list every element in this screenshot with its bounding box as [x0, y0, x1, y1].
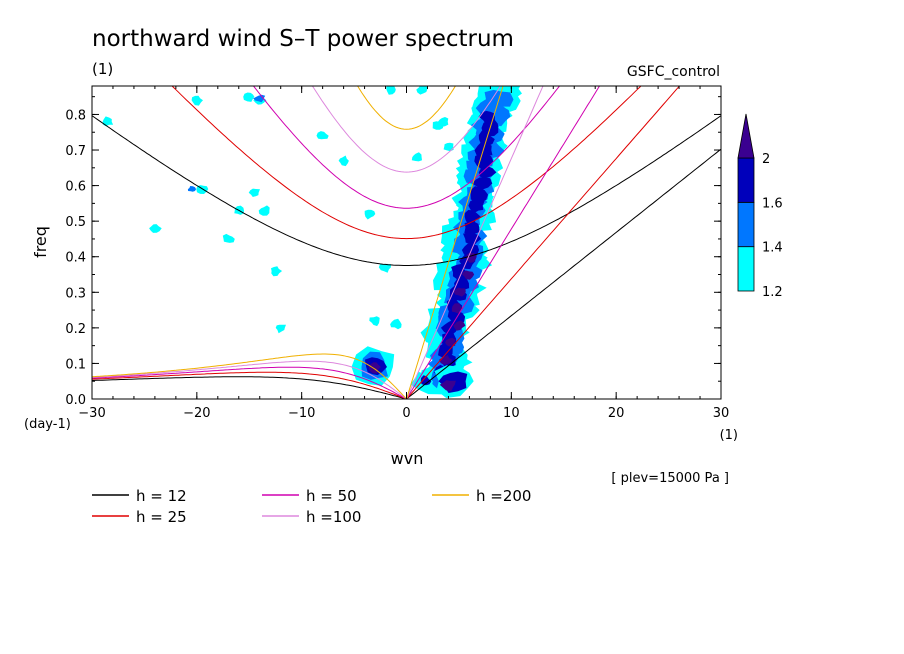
- rossby-curve-h200: [92, 353, 407, 399]
- kelvin-curve-h200: [406, 86, 504, 399]
- power-patch-level4: [453, 320, 466, 331]
- power-patch-level3: [471, 177, 493, 191]
- y-unit-label: (day-1): [24, 417, 71, 432]
- power-speckle: [416, 86, 428, 95]
- colorbar-tick-label: 1.6: [762, 196, 783, 211]
- power-speckle: [386, 86, 396, 95]
- power-speckle: [443, 142, 454, 152]
- power-speckle: [411, 152, 422, 162]
- gravity-curve-h50: [252, 86, 561, 209]
- colorbar-tick-label: 1.4: [762, 241, 783, 256]
- power-patch-level3: [478, 110, 495, 125]
- power-patch-level3: [420, 375, 432, 386]
- legend-label: h = 25: [136, 508, 187, 526]
- power-speckle: [390, 318, 402, 330]
- rossby-curve-h25: [92, 371, 407, 399]
- case-label: GSFC_control: [627, 64, 720, 80]
- power-patch-level3: [464, 210, 481, 226]
- power-patch-level4: [445, 337, 456, 347]
- axes: −30 −20 −10 0 10 20 30 0.0 0.1 0.2 0.3 0.4 0.5 0.6 0.7…: [65, 86, 729, 421]
- colorbar-segment: [737, 201, 755, 248]
- colorbar-segment: [737, 246, 755, 292]
- y-tick-label: 0.2: [65, 322, 86, 337]
- power-speckle: [364, 209, 376, 220]
- power-patch-level4: [439, 355, 453, 365]
- gravity-curve-h200: [357, 86, 456, 130]
- power-patch-level4: [451, 303, 464, 314]
- plot-frame: [91, 85, 722, 400]
- gravity-curve-h100: [311, 86, 502, 173]
- y-tick-label: 0.1: [65, 357, 86, 372]
- colorbar-extend-triangle: [737, 113, 755, 159]
- power-patch-level4: [368, 362, 381, 374]
- chart-title: northward wind S–T power spectrum: [92, 26, 514, 52]
- legend-label: h = 50: [306, 487, 357, 505]
- legend: h = 12 h = 25 h = 50 h =100 h =200: [92, 487, 531, 526]
- colorbar: 1.2 1.4 1.6 2: [737, 113, 783, 300]
- power-patch-level3: [470, 186, 488, 203]
- kelvin-curve-h50: [406, 86, 601, 399]
- legend-label: h =200: [476, 487, 531, 505]
- y-tick-label: 0.8: [65, 108, 86, 123]
- colorbar-segment: [737, 157, 755, 203]
- y-tick-label: 0.0: [65, 393, 86, 408]
- kelvin-curve-h25: [406, 86, 681, 399]
- power-patch-level3: [463, 232, 482, 246]
- x-axis-label: wvn: [391, 449, 424, 468]
- y-tick-label: 0.4: [65, 251, 86, 266]
- power-speckle: [271, 266, 283, 277]
- power-patch-level3: [438, 342, 453, 358]
- y-tick-label: 0.6: [65, 180, 86, 195]
- level-label: [ plev=15000 Pa ]: [611, 471, 729, 486]
- power-contour-fills: [102, 86, 522, 398]
- power-speckle: [258, 205, 270, 216]
- x-tick-label: 10: [503, 406, 520, 421]
- power-patch-level3: [468, 198, 485, 214]
- y-axis-label: freq: [31, 226, 50, 258]
- x-tick-label: −10: [288, 406, 315, 421]
- power-patch-level3: [464, 221, 480, 236]
- dispersion-curves: [92, 86, 721, 399]
- power-patch-level3: [451, 263, 468, 281]
- power-speckle: [378, 263, 391, 273]
- legend-label: h =100: [306, 508, 361, 526]
- x-tick-label: 0: [402, 406, 410, 421]
- gravity-curve-h25: [171, 86, 642, 240]
- power-speckle: [191, 95, 203, 106]
- kelvin-curve-h12: [406, 148, 721, 399]
- power-patch-level4: [462, 270, 475, 280]
- x-tick-label: −20: [183, 406, 210, 421]
- y-tick-label: 0.3: [65, 286, 86, 301]
- colorbar-tick-label: 1.2: [762, 285, 783, 300]
- power-speckle: [338, 155, 349, 167]
- x-tick-label: 20: [608, 406, 625, 421]
- y-tick-label: 0.5: [65, 215, 86, 230]
- power-speckle: [222, 233, 235, 243]
- x-tick-label: 30: [713, 406, 730, 421]
- power-speckle: [369, 316, 380, 327]
- power-speckle: [243, 92, 255, 102]
- x-tick-label: −30: [78, 406, 105, 421]
- x-unit-label: (1): [720, 428, 738, 443]
- power-speckle: [275, 324, 286, 334]
- gravity-curve-h12: [92, 115, 721, 266]
- colorbar-tick-label: 2: [762, 152, 770, 167]
- power-speckle: [102, 116, 114, 127]
- rossby-curve-h12: [92, 376, 407, 399]
- legend-label: h = 12: [136, 487, 187, 505]
- rossby-curve-h50: [92, 366, 407, 399]
- power-patch-level4: [453, 287, 466, 297]
- rossby-curve-h100: [92, 360, 407, 399]
- power-speckle: [149, 224, 162, 233]
- power-speckle: [437, 117, 449, 127]
- power-speckle: [248, 188, 260, 197]
- y-tick-label: 0.7: [65, 144, 86, 159]
- power-speckle: [316, 131, 329, 140]
- power-patch-level4: [439, 380, 456, 392]
- power-speckle-level2: [187, 186, 197, 192]
- kelvin-curve-h100: [406, 86, 544, 399]
- y-unit-top-label: (1): [92, 60, 113, 78]
